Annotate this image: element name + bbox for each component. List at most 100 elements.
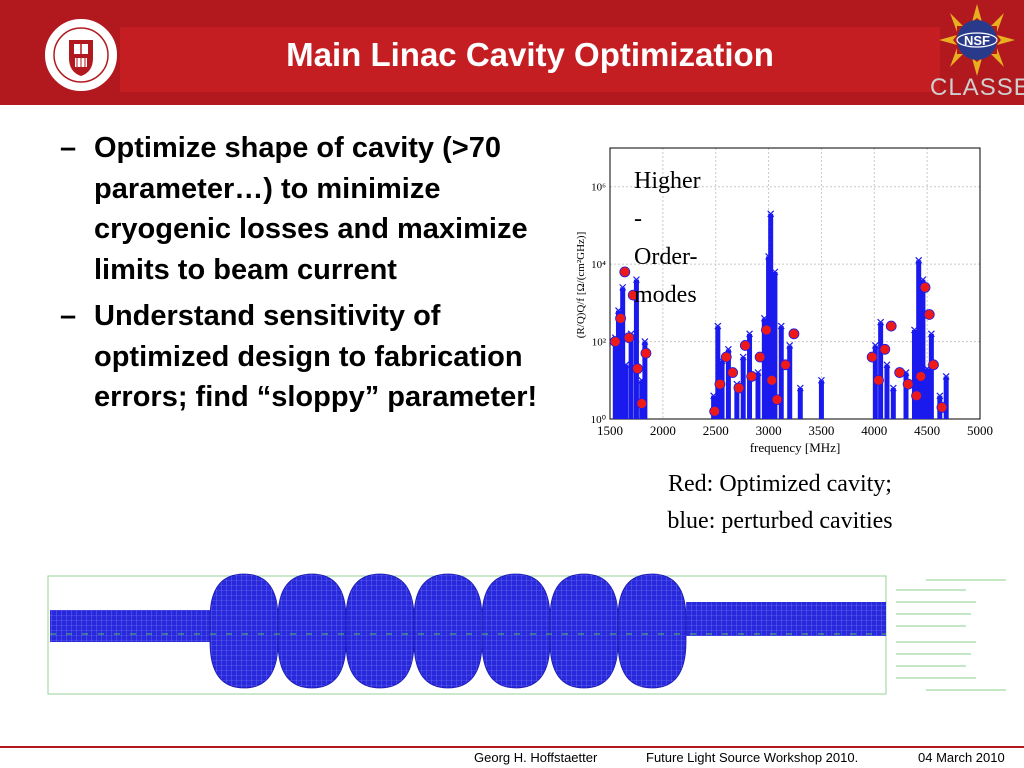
scatter-point-red bbox=[636, 398, 648, 409]
scatter-point-red bbox=[866, 351, 878, 363]
nsf-logo: NSF bbox=[939, 4, 1015, 76]
scatter-point-blue bbox=[796, 384, 804, 419]
plot-points bbox=[609, 210, 950, 419]
scatter-point-red bbox=[885, 320, 897, 332]
scatter-point-red bbox=[746, 371, 758, 382]
footer-author: Georg H. Hoffstaetter bbox=[474, 750, 598, 765]
scatter-point-red bbox=[936, 401, 948, 413]
plot-caption: Red: Optimized cavity; blue: perturbed c… bbox=[600, 466, 960, 540]
hom-annotation: Higher - Order-modes bbox=[634, 168, 701, 308]
classe-logo-text: CLASSE bbox=[930, 74, 1024, 101]
scatter-point-red bbox=[632, 363, 643, 375]
y-axis-label: (R/Q)Q/f [Ω/(cm²GHz)] bbox=[575, 232, 587, 338]
scatter-point-red bbox=[640, 347, 652, 359]
y-tick-labels: 10⁰ 10² 10⁴ 10⁶ bbox=[591, 182, 607, 426]
scatter-point-red bbox=[923, 309, 935, 320]
scatter-point-blue bbox=[777, 322, 785, 419]
x-tick-label: 2000 bbox=[650, 423, 676, 438]
x-tick-label: 3000 bbox=[756, 423, 782, 438]
scatter-point-blue bbox=[902, 369, 910, 419]
hom-scatter-plot: 1500 2000 2500 3000 3500 4000 4500 5000 10⁰10²1… bbox=[575, 147, 993, 455]
scatter-point-blue bbox=[877, 318, 885, 419]
cavity-cell bbox=[277, 573, 347, 689]
bullet-dash: – bbox=[60, 132, 77, 164]
beam-pipe-right bbox=[686, 602, 886, 636]
scatter-point-red bbox=[709, 405, 721, 417]
scatter-point-blue bbox=[622, 361, 630, 419]
scatter-point-red bbox=[714, 378, 726, 390]
bullet-dash: – bbox=[60, 300, 77, 332]
scatter-point-red bbox=[615, 312, 626, 324]
cavity-cells bbox=[209, 573, 687, 689]
scatter-point-red bbox=[720, 351, 732, 363]
slide-title: Main Linac Cavity Optimization bbox=[286, 36, 774, 73]
scatter-point-blue bbox=[919, 276, 927, 419]
scatter-point-red bbox=[623, 332, 635, 344]
x-tick-label: 5000 bbox=[967, 423, 993, 438]
scatter-point-red bbox=[766, 374, 778, 386]
cavity-cell bbox=[345, 573, 415, 689]
scatter-point-blue bbox=[627, 330, 635, 419]
hom-annotation-line: Order- bbox=[634, 244, 697, 270]
scatter-point-blue bbox=[883, 361, 891, 419]
scatter-point-blue bbox=[942, 372, 950, 419]
y-tick-label: 10⁰ bbox=[591, 414, 607, 426]
bullet-list: – Optimize shape of cavity (>70 paramete… bbox=[60, 128, 540, 424]
scatter-point-red bbox=[911, 390, 922, 402]
cornell-seal-logo bbox=[43, 17, 119, 93]
hom-annotation-line: Higher bbox=[634, 168, 701, 194]
x-tick-label: 2500 bbox=[703, 423, 729, 438]
bullet-text: Understand sensitivity of optimized desi… bbox=[94, 300, 538, 413]
scatter-point-red bbox=[627, 289, 639, 301]
mesh-legend bbox=[896, 579, 1006, 691]
cavity-cell bbox=[617, 573, 687, 689]
scatter-point-red bbox=[727, 367, 739, 378]
scatter-point-red bbox=[928, 359, 939, 371]
scatter-point-red bbox=[771, 394, 783, 406]
caption-line-1: Red: Optimized cavity; bbox=[668, 471, 892, 497]
hom-annotation-line: modes bbox=[634, 282, 697, 308]
beam-pipe-left bbox=[50, 610, 214, 642]
x-tick-labels: 1500 2000 2500 3000 3500 4000 4500 5000 bbox=[597, 423, 993, 438]
footer-rule bbox=[0, 746, 1024, 748]
slide-header: Main Linac Cavity Optimization NSF CLASS… bbox=[0, 0, 1024, 105]
scatter-point-blue bbox=[714, 322, 722, 419]
bullet-text: Optimize shape of cavity (>70 parameter…… bbox=[94, 132, 528, 286]
y-tick-label: 10⁶ bbox=[591, 182, 606, 194]
footer-date: 04 March 2010 bbox=[918, 750, 1005, 765]
scatter-point-blue bbox=[927, 330, 935, 419]
y-tick-label: 10⁴ bbox=[591, 259, 606, 271]
x-tick-label: 1500 bbox=[597, 423, 623, 438]
header-title-bar bbox=[120, 27, 940, 92]
footer-event: Future Light Source Workshop 2010. bbox=[646, 750, 859, 765]
cavity-mesh-illustration bbox=[47, 573, 1006, 695]
scatter-point-blue bbox=[619, 283, 627, 419]
scatter-point-red bbox=[619, 266, 631, 278]
scatter-point-blue bbox=[633, 276, 640, 419]
scatter-point-red bbox=[902, 378, 914, 390]
scatter-point-red bbox=[894, 367, 906, 378]
scatter-point-red bbox=[788, 328, 800, 340]
scatter-point-red bbox=[761, 324, 772, 336]
bullet-item: – Understand sensitivity of optimized de… bbox=[60, 296, 540, 418]
cavity-cell bbox=[549, 573, 619, 689]
scatter-point-blue bbox=[889, 384, 897, 419]
scatter-point-red bbox=[915, 371, 927, 382]
cavity-cell bbox=[413, 573, 483, 689]
scatter-point-blue bbox=[818, 376, 825, 419]
hom-annotation-line: - bbox=[634, 206, 642, 232]
x-axis-label: frequency [MHz] bbox=[750, 440, 841, 455]
scatter-point-red bbox=[919, 281, 931, 293]
nsf-logo-text: NSF bbox=[964, 33, 990, 48]
scatter-point-blue bbox=[771, 268, 779, 419]
x-tick-label: 4500 bbox=[914, 423, 940, 438]
scatter-point-red bbox=[609, 336, 621, 347]
plot-frame bbox=[609, 147, 981, 420]
x-tick-label: 3500 bbox=[808, 423, 834, 438]
cavity-cell bbox=[481, 573, 551, 689]
scatter-point-blue bbox=[786, 342, 794, 419]
scatter-point-red bbox=[780, 359, 791, 371]
scatter-point-red bbox=[873, 374, 884, 386]
cavity-cell bbox=[209, 573, 279, 689]
x-tick-label: 4000 bbox=[861, 423, 887, 438]
